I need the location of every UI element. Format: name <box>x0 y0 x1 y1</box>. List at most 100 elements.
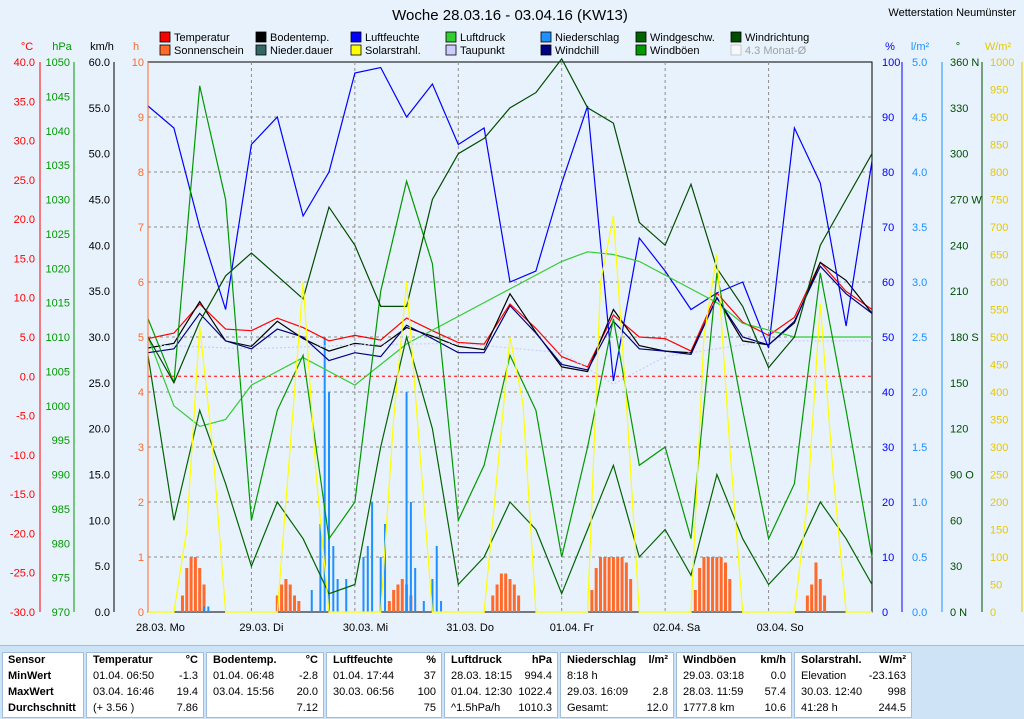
legend-swatch <box>635 31 647 43</box>
tick-label-lm2: 3.5 <box>912 222 927 234</box>
legend: Temperatur Bodentemp. Luftfeuchte Luftdruck… <box>159 31 809 57</box>
bar-niederschlag <box>440 601 443 612</box>
tick-label-wm2: 700 <box>990 222 1008 234</box>
axis-unit-kmh: km/h <box>90 41 114 53</box>
tick-label-kmh: 10.0 <box>89 515 110 527</box>
bar-sonnenschein <box>517 595 521 612</box>
bar-niederschlag <box>366 546 369 612</box>
tick-label-hpa: 975 <box>52 573 70 585</box>
series-solarstrahl- <box>148 215 872 613</box>
tick-label-deg: 30 <box>950 561 962 573</box>
legend-swatch <box>159 44 171 56</box>
tick-label-temp: -20.0 <box>10 528 35 540</box>
tick-label-wm2: 150 <box>990 525 1008 537</box>
tick-label-deg: 300 <box>950 149 968 161</box>
tick-label-hpa: 980 <box>52 538 70 550</box>
stat-column: Bodentemp. °C 01.04. 06:48 -2.8 03.04. 15:56… <box>206 652 324 718</box>
bar-niederschlag <box>319 524 322 612</box>
tick-label-temp: -25.0 <box>10 568 35 580</box>
stat-cell: MinWert <box>8 670 52 682</box>
tick-label-kmh: 50.0 <box>89 149 110 161</box>
tick-label-hours: 2 <box>138 497 144 509</box>
tick-label-lm2: 0.0 <box>912 607 927 619</box>
series-windgeschw- <box>147 334 873 596</box>
tick-label-lm2: 2.5 <box>912 332 927 344</box>
bar-niederschlag <box>336 579 339 612</box>
tick-label-hours: 5 <box>138 332 144 344</box>
stats-panel: Sensor MinWert MaxWert Durchschnitt Temperat… <box>0 645 1024 719</box>
stat-cell: Elevation <box>801 670 847 682</box>
stat-cell: Temperatur <box>93 654 153 666</box>
x-tick-label: 02.04. Sa <box>653 622 701 634</box>
stat-cell: MaxWert <box>8 686 54 698</box>
legend-label: Bodentemp. <box>270 32 329 44</box>
legend-swatch <box>255 31 267 43</box>
bar-sonnenschein <box>280 584 284 612</box>
tick-label-kmh: 30.0 <box>89 332 110 344</box>
bar-sonnenschein <box>810 584 814 612</box>
tick-label-hours: 7 <box>138 222 144 234</box>
x-tick-label: 03.04. So <box>757 622 804 634</box>
chart-svg: 28.03. Mo 29.03. Di 30.03. Mi 31.03. Do 01.0… <box>10 7 1023 634</box>
tick-label-pct: 10 <box>882 552 894 564</box>
stat-cell: 30.03. 12:40 <box>801 686 863 698</box>
tick-label-hpa: 1025 <box>46 229 70 241</box>
tick-label-deg: 60 <box>950 515 962 527</box>
stat-cell: 20.0 <box>296 686 318 698</box>
tick-label-lm2: 1.0 <box>912 497 927 509</box>
tick-label-temp: 40.0 <box>14 57 35 69</box>
stat-cell: 41:28 h <box>801 702 838 714</box>
stat-column: Sensor MinWert MaxWert Durchschnitt <box>2 652 84 718</box>
tick-label-hpa: 1030 <box>46 195 70 207</box>
legend-label: Luftdruck <box>460 32 506 44</box>
bar-sonnenschein <box>198 568 202 612</box>
bar-sonnenschein <box>706 557 710 612</box>
stat-cell: 01.04. 17:44 <box>333 670 395 682</box>
stat-cell: °C <box>185 654 198 666</box>
legend-swatch <box>445 31 457 43</box>
legend-label: 4.3 Monat-Ø <box>745 45 807 57</box>
tick-label-hours: 0 <box>138 607 144 619</box>
stat-cell: Windböen <box>683 654 737 666</box>
axis-unit-deg: ° <box>956 41 960 53</box>
tick-label-deg: 0 N <box>950 607 967 619</box>
bar-sonnenschein <box>288 584 292 612</box>
stat-cell: 2.8 <box>652 686 668 698</box>
tick-label-hpa: 1010 <box>46 332 70 344</box>
tick-label-deg: 90 O <box>950 470 974 482</box>
tick-label-hpa: 1005 <box>46 366 70 378</box>
bar-sonnenschein <box>818 579 822 612</box>
legend-label: Windchill <box>555 45 599 57</box>
stat-cell: 244.5 <box>878 702 906 714</box>
axis-unit-hpa: hPa <box>52 41 72 53</box>
tick-label-deg: 210 <box>950 286 968 298</box>
legend-swatch <box>255 44 267 56</box>
tick-label-wm2: 750 <box>990 195 1008 207</box>
tick-label-hpa: 1035 <box>46 160 70 172</box>
stat-cell: -23.163 <box>868 670 906 682</box>
legend-label: Windrichtung <box>745 32 809 44</box>
tick-label-pct: 20 <box>882 497 894 509</box>
stat-cell: Sensor <box>8 654 46 666</box>
stat-cell: 8:18 h <box>567 670 598 682</box>
x-tick-label: 31.03. Do <box>446 622 494 634</box>
stat-cell: 12.0 <box>646 702 668 714</box>
stat-cell: 1777.8 km <box>683 702 735 714</box>
stat-cell: 29.03. 16:09 <box>567 686 629 698</box>
tick-label-hours: 4 <box>138 387 144 399</box>
tick-label-hpa: 985 <box>52 504 70 516</box>
stat-cell: 0.0 <box>770 670 786 682</box>
tick-label-lm2: 1.5 <box>912 442 927 454</box>
tick-label-pct: 80 <box>882 167 894 179</box>
stat-cell: 01.04. 12:30 <box>451 686 513 698</box>
bar-sonnenschein <box>607 557 611 612</box>
tick-label-hpa: 1045 <box>46 91 70 103</box>
legend-label: Temperatur <box>174 32 230 44</box>
tick-label-pct: 30 <box>882 442 894 454</box>
stat-cell: 994.4 <box>524 670 552 682</box>
series-windchill <box>147 265 873 371</box>
stat-cell: -2.8 <box>299 670 318 682</box>
tick-label-hours: 1 <box>138 552 144 564</box>
bar-niederschlag <box>323 337 326 612</box>
bar-sonnenschein <box>512 584 516 612</box>
